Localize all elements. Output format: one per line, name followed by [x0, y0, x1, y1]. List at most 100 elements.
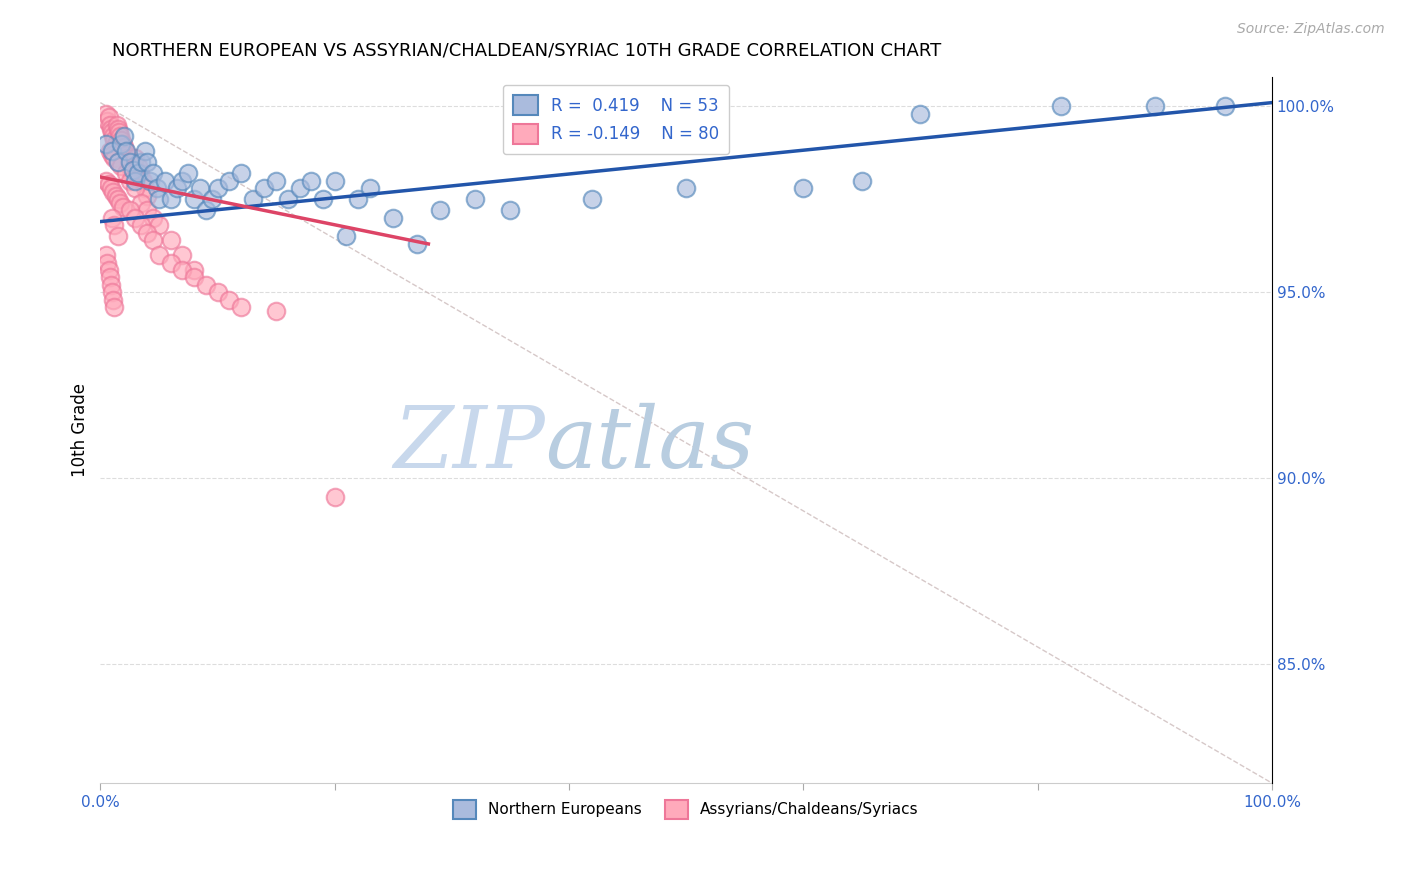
Point	[253, 181, 276, 195]
Point	[108, 125, 131, 139]
Point	[131, 174, 153, 188]
Point	[104, 136, 127, 151]
Legend: Northern Europeans, Assyrians/Chaldeans/Syriacs: Northern Europeans, Assyrians/Chaldeans/…	[447, 794, 925, 825]
Point	[96, 255, 118, 269]
Point	[136, 188, 159, 202]
Text: atlas: atlas	[546, 402, 755, 485]
Point	[131, 219, 153, 233]
Point	[264, 174, 287, 188]
Point	[96, 136, 118, 151]
Text: ZIP: ZIP	[394, 402, 546, 485]
Point	[172, 248, 194, 262]
Point	[96, 107, 118, 121]
Point	[129, 166, 152, 180]
Point	[118, 203, 141, 218]
Point	[124, 152, 146, 166]
Point	[101, 211, 124, 225]
Point	[148, 219, 170, 233]
Point	[172, 174, 194, 188]
Point	[159, 255, 181, 269]
Point	[112, 129, 135, 144]
Point	[124, 174, 146, 188]
Point	[110, 136, 132, 151]
Point	[127, 166, 149, 180]
Point	[120, 162, 142, 177]
Point	[264, 303, 287, 318]
Point	[910, 107, 932, 121]
Point	[218, 174, 240, 188]
Point	[194, 203, 217, 218]
Point	[107, 155, 129, 169]
Point	[429, 203, 451, 218]
Point	[134, 181, 156, 195]
Point	[229, 166, 252, 180]
Point	[218, 293, 240, 307]
Point	[100, 277, 122, 292]
Point	[110, 196, 132, 211]
Point	[103, 133, 125, 147]
Point	[183, 270, 205, 285]
Point	[201, 192, 224, 206]
Point	[134, 144, 156, 158]
Point	[97, 178, 120, 192]
Point	[166, 181, 188, 195]
Point	[107, 121, 129, 136]
Point	[124, 211, 146, 225]
Point	[229, 300, 252, 314]
Point	[131, 155, 153, 169]
Point	[183, 192, 205, 206]
Point	[103, 152, 125, 166]
Point	[121, 166, 143, 180]
Point	[111, 200, 134, 214]
Point	[122, 162, 145, 177]
Point	[177, 166, 200, 180]
Point	[127, 159, 149, 173]
Point	[207, 285, 229, 300]
Point	[242, 192, 264, 206]
Point	[851, 174, 873, 188]
Point	[359, 181, 381, 195]
Point	[122, 169, 145, 184]
Point	[207, 181, 229, 195]
Point	[117, 152, 139, 166]
Point	[98, 118, 121, 132]
Point	[110, 129, 132, 144]
Point	[382, 211, 405, 225]
Point	[675, 181, 697, 195]
Point	[464, 192, 486, 206]
Point	[183, 263, 205, 277]
Point	[98, 270, 121, 285]
Point	[124, 181, 146, 195]
Point	[405, 236, 427, 251]
Point	[100, 181, 122, 195]
Point	[105, 118, 128, 132]
Point	[312, 192, 335, 206]
Point	[159, 192, 181, 206]
Point	[118, 174, 141, 188]
Point	[110, 159, 132, 173]
Point	[288, 181, 311, 195]
Point	[103, 219, 125, 233]
Point	[142, 233, 165, 247]
Point	[100, 121, 122, 136]
Point	[98, 144, 121, 158]
Point	[159, 233, 181, 247]
Point	[194, 277, 217, 292]
Point	[97, 111, 120, 125]
Point	[112, 140, 135, 154]
Point	[499, 203, 522, 218]
Point	[347, 192, 370, 206]
Point	[117, 155, 139, 169]
Point	[581, 192, 603, 206]
Point	[148, 248, 170, 262]
Point	[148, 192, 170, 206]
Point	[136, 203, 159, 218]
Point	[103, 300, 125, 314]
Point	[97, 263, 120, 277]
Y-axis label: 10th Grade: 10th Grade	[72, 383, 89, 477]
Point	[138, 174, 160, 188]
Point	[142, 211, 165, 225]
Point	[101, 125, 124, 139]
Point	[118, 159, 141, 173]
Text: NORTHERN EUROPEAN VS ASSYRIAN/CHALDEAN/SYRIAC 10TH GRADE CORRELATION CHART: NORTHERN EUROPEAN VS ASSYRIAN/CHALDEAN/S…	[112, 42, 941, 60]
